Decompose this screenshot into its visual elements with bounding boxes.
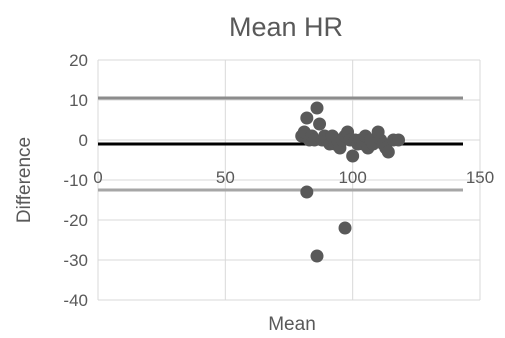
y-tick-label: -10 <box>63 171 88 190</box>
data-point <box>300 111 314 125</box>
x-tick-label: 150 <box>466 168 494 187</box>
y-tick-label: -20 <box>63 211 88 230</box>
y-tick-label: 20 <box>69 51 88 70</box>
y-tick-label: 10 <box>69 91 88 110</box>
data-points <box>295 101 406 263</box>
gridlines <box>97 59 481 301</box>
data-point <box>313 117 327 131</box>
x-tick-label: 100 <box>338 168 366 187</box>
data-point <box>381 145 395 159</box>
y-tick-label: 0 <box>79 131 88 150</box>
x-tick-labels: 0 50 100 150 <box>93 168 494 187</box>
x-axis-title: Mean <box>268 314 316 335</box>
x-tick-label: 0 <box>93 168 102 187</box>
x-tick-label: 50 <box>216 168 235 187</box>
data-point <box>392 133 406 147</box>
chart-title: Mean HR <box>229 12 343 42</box>
data-point <box>346 149 360 163</box>
y-tick-label: -40 <box>63 291 88 310</box>
data-point <box>310 249 324 263</box>
data-point <box>300 185 314 199</box>
data-point <box>310 101 324 115</box>
y-tick-labels: 20 10 0 -10 -20 -30 -40 <box>63 51 88 310</box>
data-point <box>338 221 352 235</box>
y-axis-title: Difference <box>14 137 35 223</box>
y-tick-label: -30 <box>63 251 88 270</box>
reference-lines <box>98 96 463 192</box>
